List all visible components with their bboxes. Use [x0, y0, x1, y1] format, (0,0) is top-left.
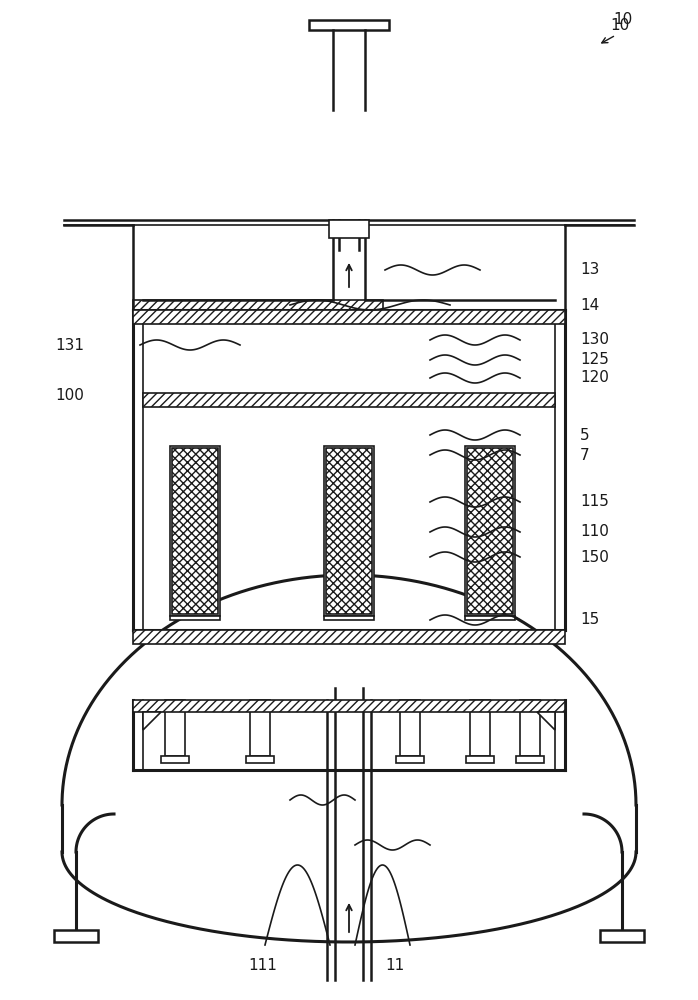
Text: 115: 115 — [580, 494, 609, 510]
Bar — [133, 700, 565, 712]
Bar — [470, 700, 490, 756]
Bar — [465, 616, 515, 620]
Bar — [309, 20, 389, 30]
Text: 14: 14 — [580, 298, 600, 312]
Text: 7: 7 — [580, 448, 590, 462]
Bar — [250, 700, 270, 756]
Bar — [170, 616, 220, 620]
Text: 131: 131 — [55, 338, 84, 353]
Text: 13: 13 — [580, 262, 600, 277]
Bar — [54, 930, 98, 942]
Bar — [400, 700, 420, 756]
Bar — [520, 700, 540, 756]
Bar — [133, 630, 565, 644]
Bar — [133, 300, 383, 310]
Bar — [170, 446, 220, 616]
Bar — [161, 756, 189, 763]
Text: 5: 5 — [580, 428, 590, 442]
Bar — [466, 756, 494, 763]
Bar — [396, 756, 424, 763]
Bar — [467, 448, 513, 614]
Text: 11: 11 — [385, 958, 404, 972]
Text: 10: 10 — [613, 12, 632, 27]
Text: 111: 111 — [248, 958, 277, 972]
Bar — [324, 446, 374, 616]
Text: 110: 110 — [580, 524, 609, 540]
Bar — [133, 310, 565, 324]
Bar — [465, 446, 515, 616]
Text: 130: 130 — [580, 332, 609, 348]
Polygon shape — [143, 712, 161, 730]
Bar — [326, 448, 372, 614]
Bar — [324, 616, 374, 620]
Text: 10: 10 — [610, 17, 630, 32]
Bar — [329, 220, 369, 238]
Bar — [516, 756, 544, 763]
Text: 150: 150 — [580, 550, 609, 564]
Bar — [172, 448, 218, 614]
Text: 15: 15 — [580, 612, 600, 628]
Bar — [143, 393, 555, 407]
Text: 125: 125 — [580, 353, 609, 367]
Bar — [246, 756, 274, 763]
Bar — [600, 930, 644, 942]
Text: 100: 100 — [55, 387, 84, 402]
Text: 120: 120 — [580, 370, 609, 385]
Polygon shape — [537, 712, 555, 730]
Bar — [165, 700, 185, 756]
